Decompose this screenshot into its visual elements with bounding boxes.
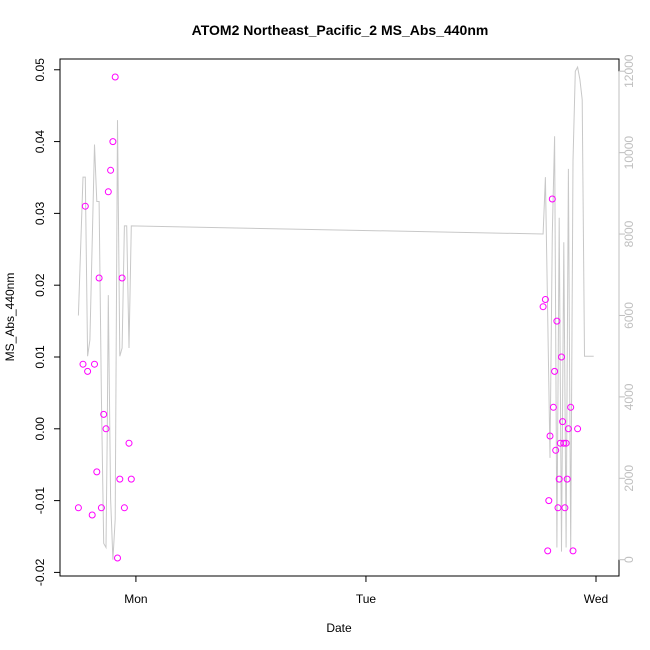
data-point — [127, 475, 135, 483]
y-tick-label: 0.02 — [33, 273, 47, 297]
data-point — [107, 166, 115, 174]
data-point — [555, 475, 563, 483]
data-point — [125, 439, 133, 447]
data-point — [95, 274, 103, 282]
data-point — [564, 425, 572, 433]
y2-tick-label: 12000 — [622, 54, 636, 88]
data-point — [116, 475, 124, 483]
data-point — [104, 188, 112, 196]
y-axis-label: MS_Abs_440nm — [3, 273, 17, 362]
data-point — [559, 418, 567, 426]
data-point — [81, 202, 89, 210]
data-point — [93, 468, 101, 476]
data-point — [120, 504, 128, 512]
line-series — [77, 65, 594, 560]
data-point — [549, 403, 557, 411]
data-point — [79, 360, 87, 368]
data-point — [567, 403, 575, 411]
data-point — [546, 432, 554, 440]
y2-tick-label: 4000 — [622, 383, 636, 410]
y2-tick-label: 0 — [622, 556, 636, 563]
data-point — [569, 547, 577, 555]
y-tick-label: -0.01 — [33, 487, 47, 515]
data-point — [100, 410, 108, 418]
y2-tick-label: 10000 — [622, 136, 636, 170]
chart-title: ATOM2 Northeast_Pacific_2 MS_Abs_440nm — [192, 22, 489, 38]
data-point — [114, 554, 121, 562]
series-line — [77, 65, 594, 560]
data-point — [574, 425, 582, 433]
x-tick-label: Wed — [584, 592, 608, 606]
data-point — [553, 317, 561, 325]
data-point — [545, 497, 553, 505]
data-point — [554, 504, 562, 512]
y2-tick-label: 8000 — [622, 220, 636, 247]
data-point — [74, 504, 82, 512]
data-point — [548, 195, 556, 203]
data-point — [560, 439, 568, 447]
y2-tick-label: 2000 — [622, 465, 636, 492]
x-axis-label: Date — [326, 621, 352, 635]
data-point — [118, 274, 126, 282]
y-tick-label: 0.01 — [33, 345, 47, 369]
x-axis: Mon Tue Wed — [124, 575, 608, 606]
x-tick-label: Mon — [124, 592, 147, 606]
point-series — [74, 73, 582, 562]
data-point — [552, 446, 560, 454]
data-point — [91, 360, 98, 368]
data-point — [109, 138, 117, 146]
y2-tick-label: 6000 — [622, 302, 636, 329]
y-tick-label: -0.02 — [33, 558, 47, 586]
data-point — [102, 425, 110, 433]
data-point — [544, 547, 552, 555]
data-point — [558, 353, 565, 361]
plot-frame — [59, 58, 620, 577]
data-point — [541, 296, 549, 303]
y-tick-label: 0.03 — [33, 201, 47, 225]
y-tick-label: 0.00 — [33, 417, 47, 441]
data-point — [84, 367, 92, 375]
data-point — [561, 504, 569, 512]
y-axis-left: -0.02 -0.01 0.00 0.01 0.02 0.03 0.04 0.05 — [33, 58, 61, 586]
data-point — [562, 439, 570, 447]
data-point — [563, 475, 571, 483]
data-point — [97, 504, 105, 512]
y-axis-right: 0 2000 4000 6000 8000 10000 12000 — [618, 54, 636, 563]
data-point — [88, 511, 96, 519]
data-point — [539, 303, 547, 311]
data-point — [551, 367, 559, 375]
x-tick-label: Tue — [356, 592, 377, 606]
y-tick-label: 0.05 — [33, 58, 47, 82]
y-tick-label: 0.04 — [33, 130, 47, 154]
data-point — [111, 73, 119, 81]
